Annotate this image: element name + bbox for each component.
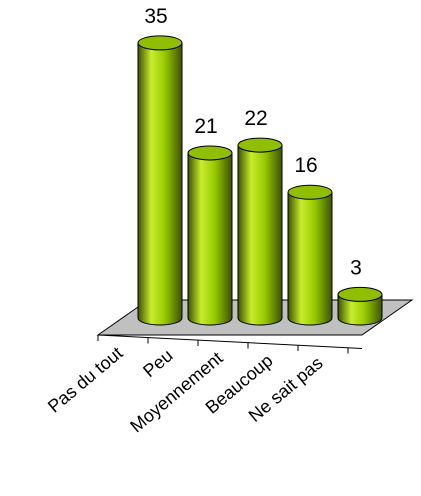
bar-beaucoup xyxy=(287,184,333,326)
data-label-beaucoup: 16 xyxy=(294,154,317,177)
x-tick-label-pas-du-tout: Pas du tout xyxy=(44,343,127,417)
bar-body xyxy=(337,293,383,326)
data-label-pas-du-tout: 35 xyxy=(144,5,167,28)
bar-top xyxy=(237,137,283,153)
data-labels: 35 21 22 16 3 xyxy=(144,5,362,280)
bar-body xyxy=(137,42,183,326)
bar-top xyxy=(187,145,233,161)
bar-top xyxy=(137,35,183,51)
bar-top xyxy=(337,286,383,302)
x-tick-label-moyennement: Moyennement xyxy=(126,348,226,437)
bar-body xyxy=(287,191,333,326)
x-tick-label-peu: Peu xyxy=(139,345,176,381)
bar-peu xyxy=(187,145,233,326)
x-axis-line xyxy=(97,334,363,349)
x-axis xyxy=(97,334,363,354)
bar-moyennement xyxy=(237,137,283,326)
data-label-ne-sait-pas: 3 xyxy=(350,256,362,279)
bar-top xyxy=(287,184,333,200)
bar-body xyxy=(187,152,233,326)
data-label-peu: 21 xyxy=(194,115,217,138)
bar-ne-sait-pas xyxy=(337,286,383,326)
bar-body xyxy=(237,144,283,326)
bar-pas-du-tout xyxy=(137,35,183,326)
bars xyxy=(137,35,383,326)
data-label-moyennement: 22 xyxy=(244,107,267,130)
